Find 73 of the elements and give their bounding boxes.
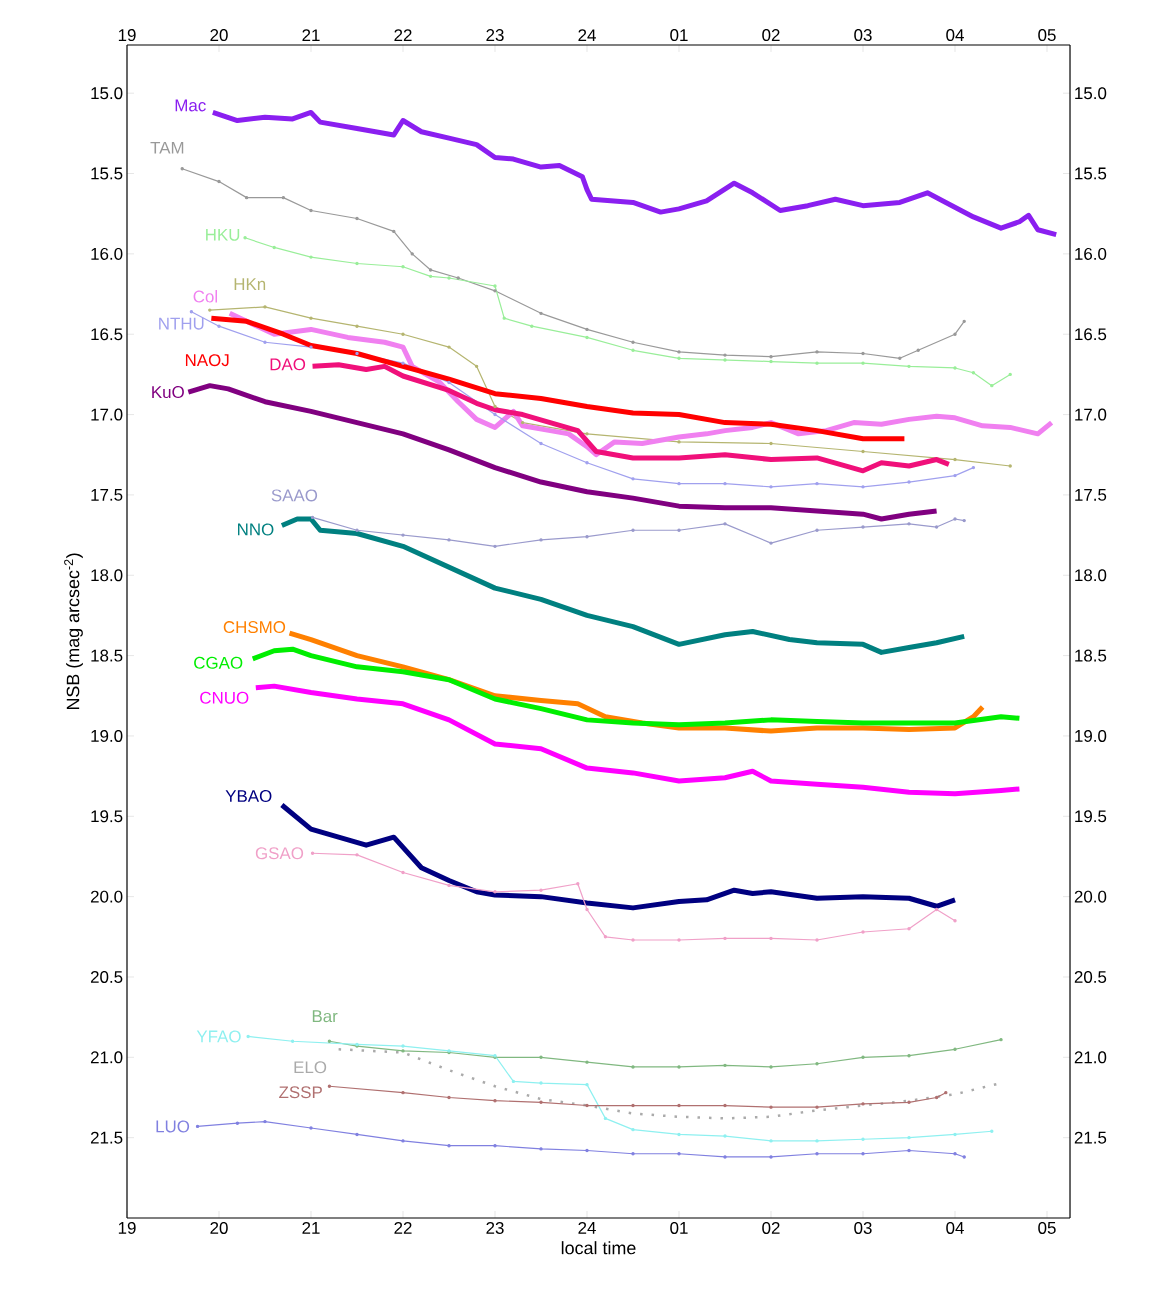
series-label: NTHU — [159, 317, 204, 330]
y-tick-label: 20.0 — [90, 890, 123, 903]
y-tick-label: 18.0 — [91, 569, 123, 582]
y-tick-label: 21.5 — [90, 1131, 123, 1144]
y-tick-label: 19.0 — [91, 729, 123, 742]
x-axis-title: local time — [561, 1241, 636, 1255]
x-tick-label: 19 — [118, 1221, 136, 1234]
series-label: ZSSP — [279, 1086, 322, 1099]
y2-tick-label: 19.0 — [1075, 729, 1107, 742]
y-tick-label: 20.5 — [90, 970, 123, 983]
series-label: NNO — [238, 523, 274, 536]
text: NAOJ — [185, 354, 229, 367]
x-tick-label: 24 — [578, 1221, 596, 1234]
y-tick-label: 17.5 — [91, 488, 123, 501]
x-tick-label: 02 — [762, 1221, 780, 1234]
y2-tick-label: 21.0 — [1074, 1051, 1107, 1064]
y2-tick-label: 19.5 — [1075, 810, 1107, 823]
y2-tick-label: 20.5 — [1074, 970, 1107, 983]
series-label: YBAO — [225, 790, 272, 803]
y2-tick-label: 17.5 — [1075, 488, 1107, 501]
y-axis-title: NSB (mag arcsec$^{-2}$) — [64, 553, 83, 710]
series-label: HKn — [234, 278, 266, 290]
y2-tick-label: 18.5 — [1075, 649, 1107, 662]
x2-tick-label: 23 — [486, 29, 504, 42]
x2-tick-label: 24 — [578, 29, 596, 42]
series-label: DAO — [270, 358, 306, 371]
series-label: Col — [193, 290, 217, 303]
series-label: SAAO — [271, 489, 318, 502]
y2-tick-label: 16.5 — [1075, 328, 1107, 341]
y-tick-label: 16.0 — [91, 247, 123, 260]
x-tick-label: 03 — [854, 1221, 872, 1234]
x-tick-label: 20 — [210, 1221, 228, 1234]
y-tick-label: 16.5 — [91, 328, 123, 341]
y-tick-label: 17.0 — [91, 408, 123, 421]
x2-tick-label: 19 — [118, 29, 136, 42]
y-tick-label: 15.0 — [91, 87, 123, 100]
series-label: CGAO — [194, 656, 243, 669]
x-tick-label: 04 — [946, 1221, 964, 1234]
x-tick-label: 21 — [302, 1221, 320, 1234]
series-label: TAM — [150, 141, 184, 154]
x2-tick-label: 22 — [394, 29, 412, 42]
series-label: CNUO — [200, 691, 249, 704]
series-label: ELO — [294, 1061, 327, 1074]
series-label: CHSMO — [223, 621, 286, 634]
y2-tick-label: 15.0 — [1075, 87, 1107, 100]
x2-tick-label: 21 — [302, 29, 320, 42]
series-label: Mac — [175, 99, 206, 112]
x-tick-label: 05 — [1038, 1221, 1056, 1234]
series-label: KuO — [152, 386, 184, 399]
series-label: YFAO — [196, 1030, 241, 1043]
series-label: GSAO — [255, 847, 304, 860]
y2-tick-label: 15.5 — [1075, 167, 1107, 180]
y2-tick-label: 17.0 — [1075, 408, 1107, 421]
y2-tick-label: 18.0 — [1075, 569, 1107, 582]
y-tick-label: 19.5 — [91, 810, 123, 823]
series-label: Bar — [312, 1010, 338, 1023]
x2-tick-label: 03 — [854, 29, 872, 42]
series-label: HKU — [206, 228, 240, 241]
y2-tick-label: 16.0 — [1075, 247, 1107, 260]
x2-tick-label: 02 — [762, 29, 780, 42]
x2-tick-label: 05 — [1038, 29, 1056, 42]
x-tick-label: 01 — [670, 1221, 688, 1234]
y2-tick-label: 20.0 — [1074, 890, 1107, 903]
x2-tick-label: 01 — [670, 29, 688, 42]
y2-tick-label: 21.5 — [1074, 1131, 1107, 1144]
x-tick-label: 23 — [486, 1221, 504, 1234]
series-label: LUO — [156, 1120, 190, 1133]
y-tick-label: 15.5 — [91, 167, 123, 180]
y-tick-label: 18.5 — [91, 649, 123, 662]
x2-tick-label: 04 — [946, 29, 964, 42]
x-tick-label: 22 — [394, 1221, 412, 1234]
x2-tick-label: 20 — [210, 29, 228, 42]
y-tick-label: 21.0 — [90, 1051, 123, 1064]
